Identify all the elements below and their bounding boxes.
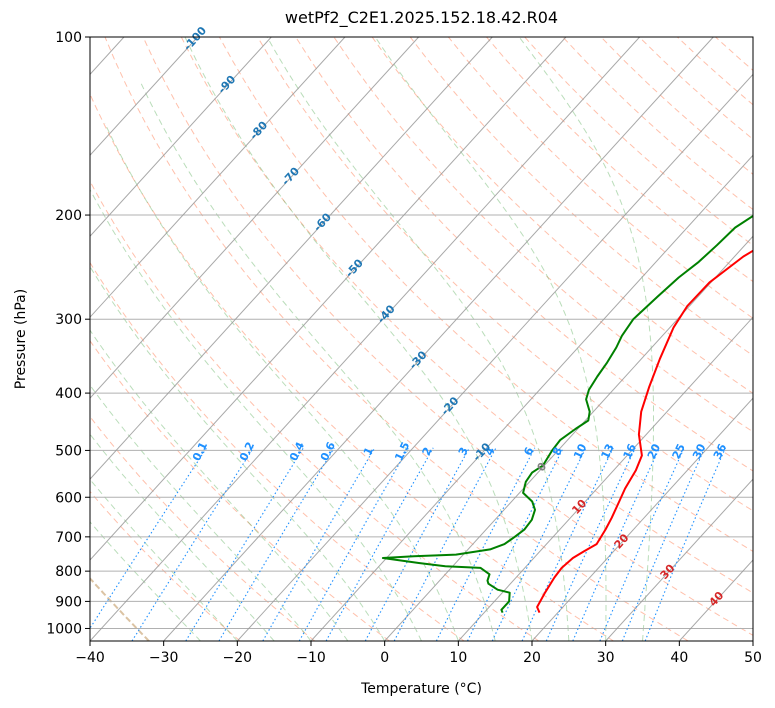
isotherm (90, 37, 420, 399)
x-tick-label: 10 (449, 650, 467, 666)
y-tick-label: 700 (55, 530, 82, 546)
mixing-ratio-line (435, 447, 536, 641)
dry-adiabat (104, 37, 689, 641)
mixing-ratio-label: 13 (598, 442, 616, 461)
isotherm (90, 37, 346, 318)
x-axis-label: Temperature (°C) (360, 681, 482, 697)
mixing-ratio-line (90, 447, 208, 630)
moist-adiabat (90, 265, 386, 641)
isotherm (90, 37, 567, 561)
dry-adiabat (371, 37, 753, 394)
x-tick-label: −30 (149, 650, 179, 666)
dry-adiabat (90, 490, 241, 641)
moist-adiabat (90, 329, 349, 641)
dry-adiabat (409, 37, 753, 357)
sounding-series (381, 214, 753, 613)
isotherm (752, 640, 753, 641)
y-tick-label: 800 (55, 564, 82, 580)
mixing-ratio-label: 36 (711, 441, 729, 461)
y-tick-label: 300 (55, 312, 82, 328)
isotherm (163, 37, 714, 641)
dewpoint-line (381, 214, 753, 613)
dry-adiabat (448, 37, 753, 319)
dry-adiabat (90, 261, 465, 641)
mixing-ratio-line (131, 447, 254, 641)
isotherm (90, 37, 272, 237)
x-tick-label: 40 (670, 650, 688, 666)
axes: −40 −30 −20 −10 0 10 20 30 40 50 100 200 300 400 500 60… (46, 30, 762, 666)
mixing-ratio-line (644, 447, 727, 641)
isotherm (605, 478, 753, 641)
isotherm (236, 73, 753, 641)
x-tick-label: 50 (744, 650, 762, 666)
isotherm (384, 235, 753, 641)
x-tick-label: 20 (523, 650, 541, 666)
reference-curve (0, 373, 61, 641)
isotherm (457, 316, 753, 641)
y-axis-label: Pressure (hPa) (13, 289, 29, 389)
chart-title: wetPf2_C2E1.2025.152.18.42.R04 (284, 8, 559, 27)
moist-adiabat (90, 433, 275, 641)
x-tick-label: −40 (75, 650, 105, 666)
moist-adiabat (184, 37, 533, 641)
dry-adiabat (486, 37, 753, 283)
plot-frame (89, 36, 754, 642)
mixing-ratio-label: 30 (690, 441, 708, 461)
isotherms (90, 37, 753, 641)
mixing-ratio-label: 16 (621, 441, 639, 461)
moist-adiabat (518, 37, 654, 641)
dry-adiabat (90, 415, 316, 641)
dry-adiabat (90, 180, 540, 641)
dry-adiabat (218, 37, 753, 552)
mixing-ratio-line (545, 447, 636, 641)
x-tick-label: 30 (597, 650, 615, 666)
y-tick-label: 1000 (46, 621, 82, 637)
isotherm (531, 397, 753, 641)
dry-adiabat (754, 37, 775, 641)
mixing-ratio-label: 10 (571, 441, 589, 461)
x-tick-label: 0 (380, 650, 389, 666)
y-tick-label: 900 (55, 594, 82, 610)
mixing-ratio-line (521, 447, 614, 641)
y-tick-label: 200 (55, 208, 82, 224)
y-tick-label: 600 (55, 490, 82, 506)
moist-adiabat (90, 384, 312, 641)
moist-adiabat (90, 521, 201, 641)
x-tick-label: −10 (296, 650, 326, 666)
mixing-ratio-label: 25 (670, 442, 688, 461)
isotherm (310, 154, 753, 641)
isotherm (90, 37, 493, 480)
mixing-ratio-label: 20 (645, 441, 663, 461)
y-tick-label: 500 (55, 443, 82, 459)
mixing-ratio-line (185, 447, 304, 641)
isotherm (90, 37, 641, 641)
temperature-line (536, 249, 753, 613)
dry-adiabat (180, 37, 753, 594)
moist-adiabat (266, 37, 570, 641)
x-tick-label: −20 (223, 650, 253, 666)
y-tick-label: 100 (55, 30, 82, 46)
mixing-ratio-line (393, 447, 497, 641)
dry-adiabat (90, 92, 614, 641)
mixing-ratio-line (621, 447, 706, 641)
y-tick-label: 400 (55, 386, 82, 402)
pressure-grid (90, 37, 753, 629)
moist-adiabat (140, 83, 496, 641)
isotherm (90, 37, 199, 157)
moist-adiabat (374, 37, 607, 641)
dry-adiabat (257, 37, 753, 512)
mixing-ratio-line (262, 447, 376, 641)
